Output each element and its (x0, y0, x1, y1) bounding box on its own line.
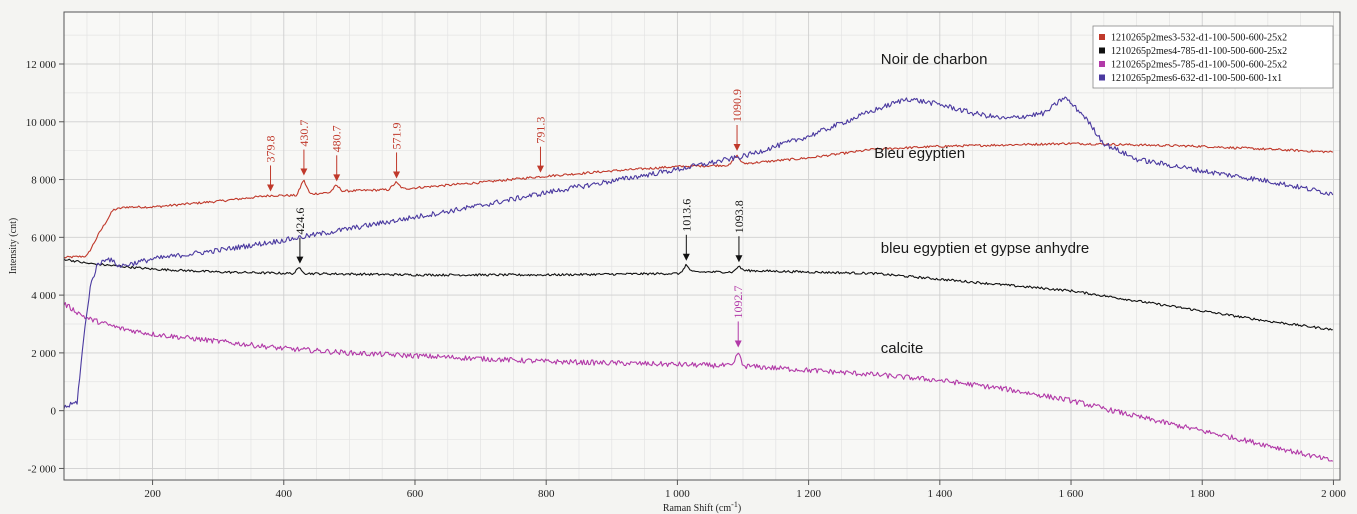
peak-label: 1093.8 (732, 200, 746, 233)
legend-swatch (1099, 34, 1105, 40)
y-tick-label: 4 000 (31, 290, 56, 302)
x-tick-label: 1 800 (1190, 488, 1215, 500)
x-tick-label: 1 000 (665, 488, 690, 500)
peak-label: 1090.9 (730, 89, 744, 122)
y-axis-title: Intensity (cnt) (8, 218, 19, 274)
legend: 1210265p2mes3-532-d1-100-500-600-25x2 121… (1092, 25, 1334, 89)
peak-arrow-head (300, 168, 308, 176)
peak-arrow-head (734, 340, 742, 348)
legend-entry: 1210265p2mes5-785-d1-100-500-600-25x2 (1111, 60, 1287, 71)
x-tick-label: 600 (407, 488, 424, 500)
grid-layer (64, 12, 1340, 480)
y-tick-label: 10 000 (26, 117, 57, 129)
peak-label: 1013.6 (679, 199, 693, 232)
sample-label: calcite (881, 340, 924, 357)
peak-arrow-head (393, 171, 401, 179)
x-axis-title: Raman Shift (cm-1) (663, 500, 741, 514)
legend-entry: 1210265p2mes4-785-d1-100-500-600-25x2 (1111, 46, 1287, 57)
sample-label: Noir de charbon (881, 51, 988, 68)
x-tick-label: 200 (144, 488, 161, 500)
axis-layer: 200 400 600 800 1 000 1 200 1 400 1 600 1 800 2 0… (26, 59, 1347, 500)
x-axis-title-main: Raman Shift (cm (663, 503, 732, 514)
peak-arrow-head (682, 253, 690, 261)
peak-arrow-head (733, 144, 741, 151)
x-tick-label: 1 600 (1059, 488, 1084, 500)
peak-label: 430.7 (297, 120, 311, 147)
series-layer (63, 96, 1334, 462)
y-tick-label: 6 000 (31, 232, 56, 244)
x-tick-label: 1 200 (796, 488, 821, 500)
legend-entry: 1210265p2mes6-632-d1-100-500-600-1x1 (1111, 73, 1282, 84)
legend-box (1092, 25, 1334, 89)
y-tick-label: 0 (51, 406, 57, 418)
peak-label: 571.9 (390, 122, 404, 149)
series-line-1 (63, 142, 1333, 259)
peak-arrow-head (536, 165, 544, 173)
y-tick-label: -2 000 (28, 463, 57, 475)
plot-background (64, 12, 1340, 480)
peak-arrow-head (333, 174, 341, 182)
y-tick-label: 8 000 (31, 175, 56, 187)
legend-swatch (1099, 74, 1105, 81)
peak-arrow-head (735, 255, 743, 263)
peak-arrow-head (267, 184, 275, 192)
x-tick-label: 800 (538, 488, 555, 500)
peak-label: 791.3 (533, 117, 547, 144)
peak-label: 1092.7 (731, 285, 745, 318)
series-line-3 (63, 302, 1333, 462)
x-axis-title-close: ) (738, 503, 741, 514)
x-tick-label: 400 (276, 488, 293, 500)
peak-label: 480.7 (330, 125, 344, 152)
x-tick-label: 2 000 (1321, 488, 1346, 500)
x-tick-label: 1 400 (927, 488, 952, 500)
x-axis-title-superscript: -1 (731, 500, 738, 509)
sample-label: Bleu egyptien (874, 145, 965, 162)
peak-label: 379.8 (264, 135, 278, 162)
peak-annotation-layer: 379.8 430.7 480.7 571.9 791.3 1090.9 424.6 1013… (264, 89, 746, 348)
legend-entry: 1210265p2mes3-532-d1-100-500-600-25x2 (1111, 33, 1287, 44)
series-line-4 (63, 96, 1334, 409)
y-tick-label: 2 000 (31, 348, 56, 360)
legend-swatch (1099, 61, 1105, 67)
peak-arrow-head (296, 256, 304, 264)
legend-swatch (1099, 47, 1105, 54)
y-tick-label: 12 000 (26, 59, 57, 71)
series-line-2 (63, 258, 1333, 331)
sample-label-layer: Noir de charbon Bleu egyptien bleu egyptie… (874, 51, 1089, 357)
sample-label: bleu egyptien et gypse anhydre (881, 240, 1089, 257)
peak-label: 424.6 (293, 208, 307, 235)
plot-frame (63, 11, 1341, 481)
